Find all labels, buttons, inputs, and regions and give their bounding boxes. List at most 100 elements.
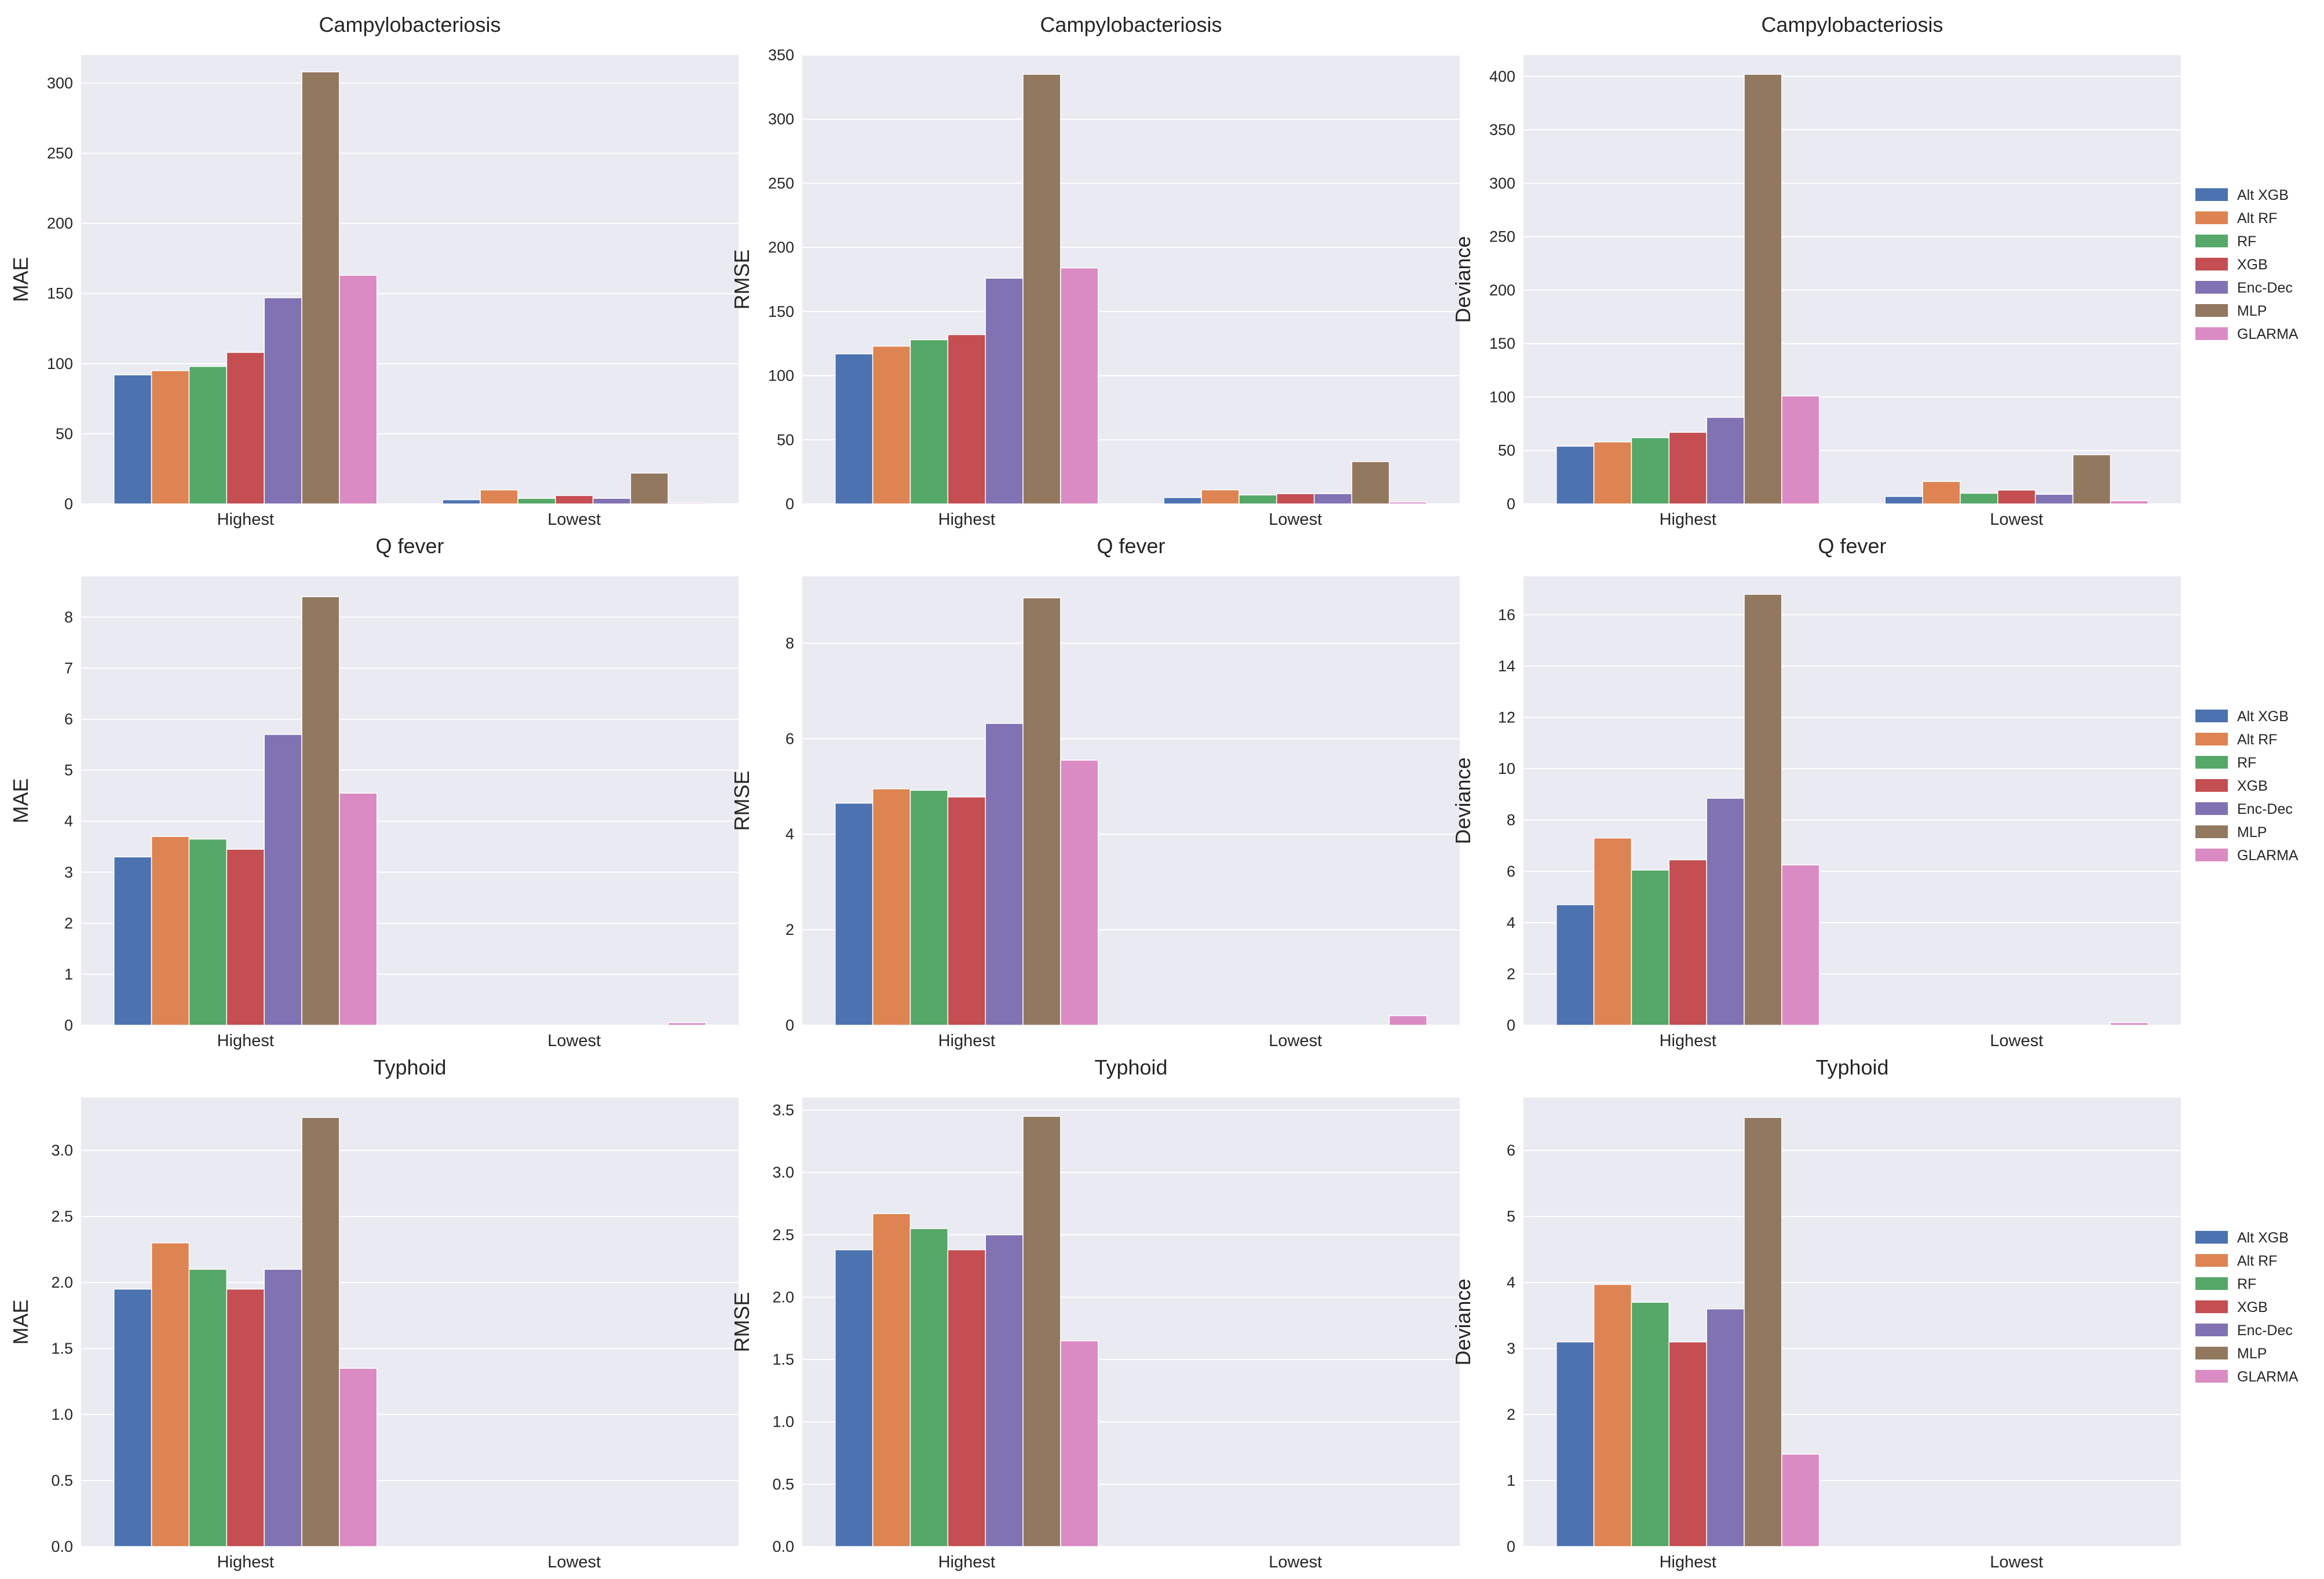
x-tick-label: Highest <box>1660 1553 1716 1571</box>
bar-enc-dec <box>264 734 302 1026</box>
y-tick-label: 1.5 <box>51 1340 73 1357</box>
legend-swatch <box>2195 1300 2228 1313</box>
y-tick-label: 350 <box>1489 121 1515 138</box>
y-axis-label: MAE <box>9 1299 32 1344</box>
bar-xgb <box>226 1288 265 1547</box>
y-tick-label: 1 <box>64 966 73 983</box>
x-tick-label: Lowest <box>1269 1553 1322 1571</box>
legend-swatch <box>2195 327 2228 340</box>
bar-xgb <box>947 1249 986 1547</box>
bar-glarma <box>1060 1340 1099 1547</box>
y-tick-label: 0.5 <box>51 1472 73 1489</box>
legend-swatch <box>2195 1324 2228 1336</box>
bar-enc-dec <box>1706 1308 1745 1547</box>
chart-title: Q fever <box>1097 534 1165 558</box>
bar-rf <box>188 365 228 505</box>
legend-swatch <box>2195 733 2228 745</box>
y-tick-label: 1.0 <box>51 1406 73 1423</box>
y-tick-label: 6 <box>64 711 73 728</box>
bar-enc-dec <box>1313 493 1353 505</box>
bar-alt-rf <box>151 836 190 1026</box>
chart-title: Q fever <box>375 534 444 558</box>
bar-enc-dec <box>264 1269 302 1547</box>
bar-rf <box>517 498 556 505</box>
y-tick-label: 250 <box>768 174 794 192</box>
bar-glarma <box>1781 864 1820 1026</box>
chart-panel-1: 0 50 100 150 200 250 300 Campylobacteriosis MAE H… <box>9 13 739 529</box>
bar-xgb <box>947 334 986 505</box>
bar-alt-rf <box>872 1213 911 1547</box>
y-tick-label: 12 <box>1498 709 1515 726</box>
legend-swatch <box>2195 756 2228 769</box>
bar-xgb <box>1668 1341 1707 1547</box>
y-tick-label: 3.0 <box>772 1164 794 1181</box>
chart-panel-4: 0 1 2 3 4 5 6 7 8 Q fever MAE Highest Lowest <box>9 534 739 1050</box>
bar-mlp <box>2072 454 2111 505</box>
legend-swatch <box>2195 825 2228 838</box>
bar-alt-xgb <box>442 499 481 505</box>
legend-swatch <box>2195 235 2228 247</box>
bar-enc-dec <box>985 1234 1024 1547</box>
y-tick-label: 250 <box>1489 228 1515 246</box>
y-tick-label: 6 <box>1507 862 1515 880</box>
y-tick-label: 100 <box>1489 388 1515 405</box>
legend-label: MLP <box>2237 824 2267 840</box>
y-tick-label: 1.0 <box>772 1413 794 1431</box>
bar-alt-rf <box>872 788 911 1026</box>
bar-alt-xgb <box>1556 904 1595 1026</box>
y-tick-label: 6 <box>1507 1142 1515 1159</box>
y-tick-label: 300 <box>768 111 794 128</box>
bar-glarma <box>1781 395 1820 505</box>
legend-swatch <box>2195 281 2228 294</box>
y-tick-label: 5 <box>64 762 73 779</box>
y-axis-label: Deviance <box>1451 236 1475 323</box>
y-tick-label: 0 <box>1507 1538 1515 1555</box>
y-tick-label: 4 <box>64 813 73 830</box>
y-tick-label: 3.5 <box>772 1102 794 1119</box>
bar-xgb <box>1668 432 1707 505</box>
chart-title: Typhoid <box>373 1055 446 1079</box>
legend-label: Alt RF <box>2237 1253 2277 1269</box>
chart-panel-6: 0 2 4 6 8 10 12 14 16 Q fever Deviance Highest Lowes… <box>1451 534 2181 1050</box>
bar-alt-xgb <box>1163 497 1202 505</box>
x-tick-label: Highest <box>217 1553 274 1571</box>
y-tick-label: 2.5 <box>51 1208 73 1225</box>
y-tick-label: 3.0 <box>51 1142 73 1159</box>
legend-label: XGB <box>2237 778 2268 794</box>
bar-alt-rf <box>872 345 911 505</box>
legend-row-2: Alt XGB Alt RF RF XGB Enc-Dec MLP GLARMA <box>2195 708 2299 864</box>
chart-panel-9: 0 1 2 3 4 5 6 Typhoid Deviance Highest Lowest <box>1451 1055 2181 1571</box>
legend-label: Alt XGB <box>2237 708 2289 725</box>
bar-mlp <box>1744 1117 1782 1547</box>
y-tick-label: 4 <box>1507 1274 1515 1291</box>
bar-alt-xgb <box>1556 1341 1595 1547</box>
y-tick-label: 3 <box>64 864 73 881</box>
bar-xgb <box>1276 493 1315 505</box>
bar-glarma <box>1388 1015 1427 1026</box>
legend-label: XGB <box>2237 1299 2268 1315</box>
bar-mlp <box>630 472 669 505</box>
chart-panel-3: 0 50 100 150 200 250 300 350 400 Campylobacterios… <box>1451 13 2181 529</box>
x-tick-label: Lowest <box>1269 1032 1322 1050</box>
bar-alt-xgb <box>114 856 152 1026</box>
y-tick-label: 2.0 <box>51 1274 73 1291</box>
bar-alt-rf <box>1201 489 1240 505</box>
y-tick-label: 0 <box>1507 495 1515 513</box>
y-axis-label: MAE <box>9 257 32 302</box>
legend-label: Enc-Dec <box>2237 1322 2293 1339</box>
bar-glarma <box>2110 500 2148 505</box>
y-tick-label: 200 <box>1489 282 1515 299</box>
legend-label: XGB <box>2237 257 2268 273</box>
y-tick-label: 0.0 <box>51 1538 73 1555</box>
y-tick-label: 8 <box>785 634 794 652</box>
bar-glarma <box>667 502 706 505</box>
y-tick-label: 200 <box>768 239 794 256</box>
bar-glarma <box>1388 501 1427 505</box>
bar-alt-xgb <box>114 374 152 505</box>
y-tick-label: 50 <box>56 425 73 443</box>
bar-enc-dec <box>592 498 631 505</box>
y-tick-label: 2.0 <box>772 1288 794 1306</box>
y-tick-label: 5 <box>1507 1208 1515 1225</box>
legend-label: RF <box>2237 1276 2256 1292</box>
